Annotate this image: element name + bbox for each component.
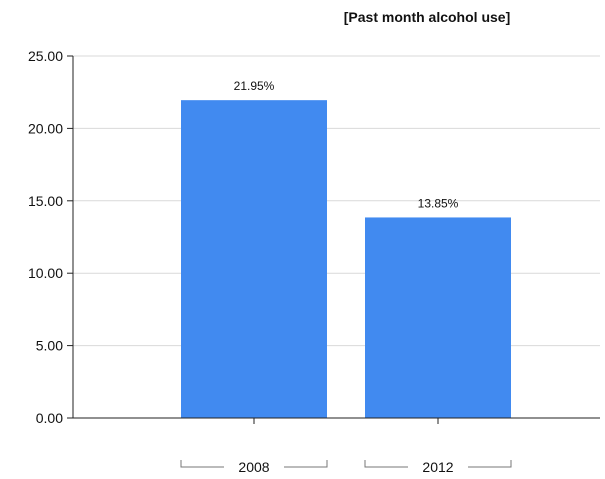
y-tick-label: 20.00 — [28, 120, 63, 136]
data-labels: 21.95% 13.85% — [234, 79, 459, 210]
y-tick-label: 10.00 — [28, 265, 63, 281]
chart-title: [Past month alcohol use] — [344, 9, 510, 25]
y-tick-label: 15.00 — [28, 193, 63, 209]
data-label-2012: 13.85% — [418, 196, 459, 210]
category-bracket-left — [180, 460, 224, 468]
x-axis-categories: 2008 2012 — [180, 418, 512, 475]
category-bracket-right — [284, 460, 328, 468]
y-tick-label: 25.00 — [28, 48, 63, 64]
category-bracket-right — [468, 460, 512, 468]
bar-2008 — [181, 100, 327, 418]
y-axis-ticks: 0.00 5.00 10.00 15.00 20.00 25.00 — [28, 48, 73, 426]
bars — [181, 100, 511, 418]
data-label-2008: 21.95% — [234, 79, 275, 93]
y-tick-label: 5.00 — [36, 338, 63, 354]
bar-2012 — [365, 217, 511, 418]
x-category-label-2012: 2012 — [422, 459, 453, 475]
y-tick-label: 0.00 — [36, 410, 63, 426]
category-bracket-left — [364, 460, 408, 468]
gridlines — [73, 55, 600, 347]
x-category-label-2008: 2008 — [238, 459, 269, 475]
